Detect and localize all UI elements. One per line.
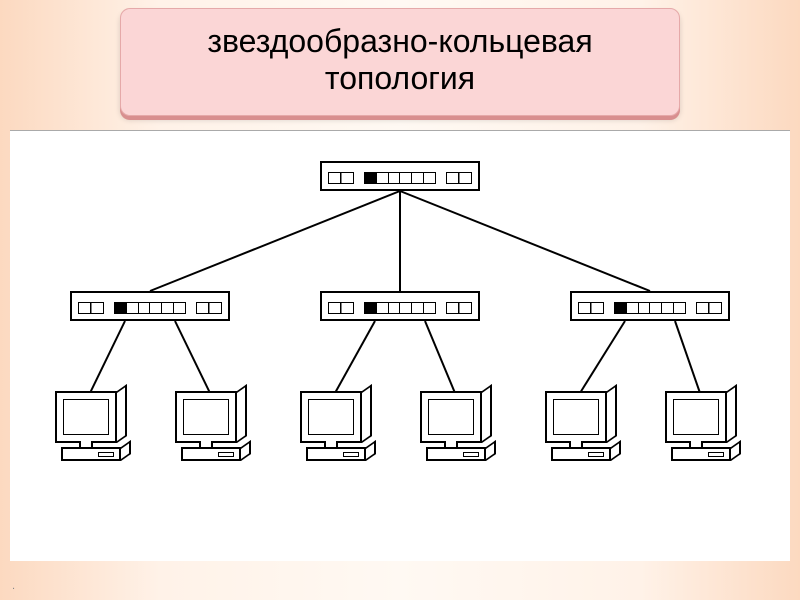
hub-left — [70, 291, 230, 321]
monitor-icon — [665, 391, 727, 443]
title-text: звездообразно-кольцевая топология — [141, 23, 659, 97]
footer-marker: . — [12, 580, 15, 592]
pc-node — [175, 391, 251, 477]
hub-ports — [614, 302, 686, 314]
monitor-icon — [545, 391, 607, 443]
pc-base — [671, 447, 731, 461]
hub-ports — [364, 302, 436, 314]
pc-base — [181, 447, 241, 461]
hub-right — [570, 291, 730, 321]
pc-node — [300, 391, 376, 477]
title-box: звездообразно-кольцевая топология — [120, 8, 680, 116]
pc-node — [665, 391, 741, 477]
hub-root — [320, 161, 480, 191]
monitor-icon — [55, 391, 117, 443]
pc-node — [545, 391, 621, 477]
slide: звездообразно-кольцевая топология — [0, 0, 800, 600]
pc-node — [420, 391, 496, 477]
hub-ports — [364, 172, 436, 184]
monitor-icon — [175, 391, 237, 443]
hub-ports — [114, 302, 186, 314]
pc-base — [306, 447, 366, 461]
monitor-icon — [300, 391, 362, 443]
pc-node — [55, 391, 131, 477]
monitor-icon — [420, 391, 482, 443]
hub-mid — [320, 291, 480, 321]
pc-base — [426, 447, 486, 461]
network-diagram — [10, 130, 790, 561]
diagram-edges — [10, 131, 790, 561]
pc-base — [551, 447, 611, 461]
pc-base — [61, 447, 121, 461]
